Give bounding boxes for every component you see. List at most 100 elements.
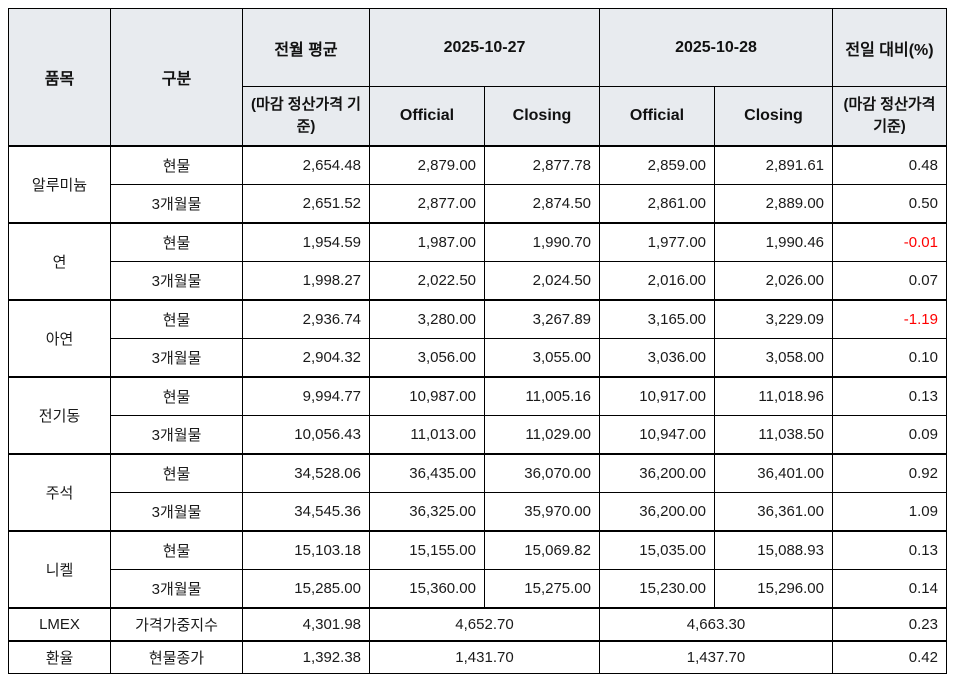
day-over-day-cell: 1.09 (832, 491, 947, 531)
prev-month-avg-cell: 34,528.06 (242, 452, 370, 493)
header-dod-basis-note: (마감 정산가격 기준) (832, 86, 947, 147)
prev-month-avg-cell: 2,651.52 (242, 183, 370, 223)
category-cell: 현물 (110, 298, 243, 339)
prev-month-avg-cell: 34,545.36 (242, 491, 370, 531)
table-row: 3개월물 2,904.32 3,056.00 3,055.00 3,036.00 3,05… (9, 337, 947, 377)
date1-official-cell: 3,280.00 (369, 298, 485, 339)
date1-closing-cell: 15,069.82 (484, 529, 600, 570)
date2-closing-cell: 36,401.00 (714, 452, 833, 493)
date2-official-cell: 36,200.00 (599, 452, 715, 493)
category-cell: 3개월물 (110, 568, 243, 608)
item-name-cell: 전기동 (8, 375, 111, 454)
date1-closing-cell: 2,877.78 (484, 144, 600, 185)
date2-official-cell: 15,035.00 (599, 529, 715, 570)
date1-official-cell: 2,877.00 (369, 183, 485, 223)
table-header: 품목 구분 전월 평균 2025-10-27 2025-10-28 전일 대비(… (8, 8, 947, 147)
prev-month-avg-cell: 9,994.77 (242, 375, 370, 416)
date1-closing-cell: 11,029.00 (484, 414, 600, 454)
category-cell: 현물 (110, 221, 243, 262)
prev-month-avg-cell: 10,056.43 (242, 414, 370, 454)
day-over-day-cell: -0.01 (832, 221, 947, 262)
date2-closing-cell: 36,361.00 (714, 491, 833, 531)
table-row: 알루미늄 현물 2,654.48 2,879.00 2,877.78 2,859.00 2,… (8, 144, 947, 223)
item-name-cell: 주석 (8, 452, 111, 531)
table-row: 3개월물 2,651.52 2,877.00 2,874.50 2,861.00 2,88… (9, 183, 947, 223)
date1-closing-cell: 2,024.50 (484, 260, 600, 300)
prev-month-avg-cell: 4,301.98 (242, 606, 370, 641)
header-prev-month-avg: 전월 평균 (242, 8, 370, 87)
category-cell: 현물종가 (110, 639, 243, 674)
date2-official-cell: 2,859.00 (599, 144, 715, 185)
date1-official-cell: 1,987.00 (369, 221, 485, 262)
date1-official-cell: 36,435.00 (369, 452, 485, 493)
table-row: 3개월물 10,056.43 11,013.00 11,029.00 10,947.00… (9, 414, 947, 454)
date2-closing-cell: 2,889.00 (714, 183, 833, 223)
lme-price-table: 품목 구분 전월 평균 2025-10-27 2025-10-28 전일 대비(… (8, 8, 947, 674)
prev-month-avg-cell: 2,904.32 (242, 337, 370, 377)
date2-closing-cell: 1,990.46 (714, 221, 833, 262)
day-over-day-cell: 0.13 (832, 529, 947, 570)
header-date-2: 2025-10-28 (599, 8, 833, 87)
date2-merged-cell: 1,437.70 (599, 639, 833, 674)
category-cell: 3개월물 (110, 491, 243, 531)
table-row: LMEX 가격가중지수 4,301.98 4,652.70 4,663.30 0.23 (8, 606, 947, 641)
day-over-day-cell: 0.14 (832, 568, 947, 608)
item-name-cell: 알루미늄 (8, 144, 111, 223)
table-row: 3개월물 34,545.36 36,325.00 35,970.00 36,200.00… (9, 491, 947, 531)
date1-closing-cell: 1,990.70 (484, 221, 600, 262)
date1-official-cell: 11,013.00 (369, 414, 485, 454)
date1-merged-cell: 4,652.70 (369, 606, 600, 641)
header-row-2: (마감 정산가격 기준) Official Closing Official C… (9, 86, 947, 147)
date1-closing-cell: 15,275.00 (484, 568, 600, 608)
date1-closing-cell: 36,070.00 (484, 452, 600, 493)
table-row: 전기동 현물 9,994.77 10,987.00 11,005.16 10,917.00… (8, 375, 947, 454)
category-cell: 현물 (110, 375, 243, 416)
header-day-over-day: 전일 대비(%) (832, 8, 947, 87)
date1-official-cell: 15,360.00 (369, 568, 485, 608)
date2-official-cell: 36,200.00 (599, 491, 715, 531)
table-row: 니켈 현물 15,103.18 15,155.00 15,069.82 15,035.00… (8, 529, 947, 608)
date2-closing-cell: 2,026.00 (714, 260, 833, 300)
date2-closing-cell: 2,891.61 (714, 144, 833, 185)
table-body: 알루미늄 현물 2,654.48 2,879.00 2,877.78 2,859.00 2,… (8, 144, 947, 674)
day-over-day-cell: 0.42 (832, 639, 947, 674)
date1-closing-cell: 11,005.16 (484, 375, 600, 416)
item-name-cell: LMEX (8, 606, 111, 641)
date2-official-cell: 3,165.00 (599, 298, 715, 339)
category-cell: 가격가중지수 (110, 606, 243, 641)
prev-month-avg-cell: 2,936.74 (242, 298, 370, 339)
date2-official-cell: 2,016.00 (599, 260, 715, 300)
date1-official-cell: 10,987.00 (369, 375, 485, 416)
category-cell: 3개월물 (110, 183, 243, 223)
category-cell: 현물 (110, 452, 243, 493)
table-row: 주석 현물 34,528.06 36,435.00 36,070.00 36,200.00… (8, 452, 947, 531)
date2-official-cell: 1,977.00 (599, 221, 715, 262)
day-over-day-cell: 0.48 (832, 144, 947, 185)
category-cell: 현물 (110, 144, 243, 185)
date2-official-cell: 3,036.00 (599, 337, 715, 377)
date2-closing-cell: 11,038.50 (714, 414, 833, 454)
date2-closing-cell: 15,088.93 (714, 529, 833, 570)
header-item: 품목 (8, 8, 111, 146)
item-name-cell: 환율 (8, 639, 111, 674)
header-official-d2: Official (599, 86, 715, 147)
date1-official-cell: 15,155.00 (369, 529, 485, 570)
table-row: 3개월물 1,998.27 2,022.50 2,024.50 2,016.00 2,02… (9, 260, 947, 300)
header-prev-avg-basis-note: (마감 정산가격 기준) (242, 86, 370, 147)
day-over-day-cell: 0.09 (832, 414, 947, 454)
date1-merged-cell: 1,431.70 (369, 639, 600, 674)
date2-closing-cell: 3,058.00 (714, 337, 833, 377)
date1-official-cell: 3,056.00 (369, 337, 485, 377)
prev-month-avg-cell: 1,392.38 (242, 639, 370, 674)
header-date-1: 2025-10-27 (369, 8, 600, 87)
date1-closing-cell: 2,874.50 (484, 183, 600, 223)
category-cell: 현물 (110, 529, 243, 570)
category-cell: 3개월물 (110, 414, 243, 454)
header-closing-d1: Closing (484, 86, 600, 147)
header-closing-d2: Closing (714, 86, 833, 147)
date1-official-cell: 36,325.00 (369, 491, 485, 531)
day-over-day-cell: 0.10 (832, 337, 947, 377)
date2-official-cell: 10,947.00 (599, 414, 715, 454)
prev-month-avg-cell: 15,103.18 (242, 529, 370, 570)
day-over-day-cell: 0.92 (832, 452, 947, 493)
